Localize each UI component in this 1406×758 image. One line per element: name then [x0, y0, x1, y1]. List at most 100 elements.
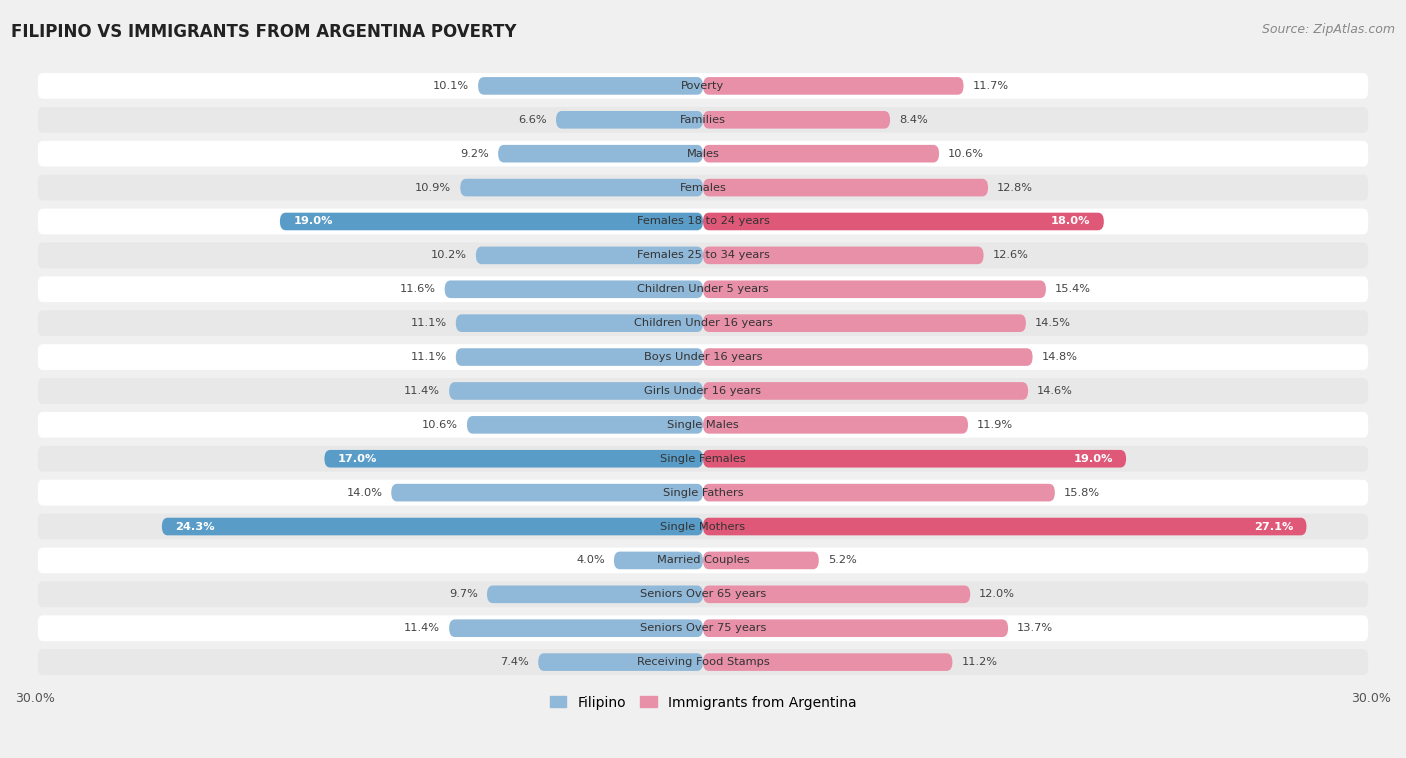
FancyBboxPatch shape — [38, 174, 1368, 200]
FancyBboxPatch shape — [38, 73, 1368, 99]
FancyBboxPatch shape — [460, 179, 703, 196]
Text: Boys Under 16 years: Boys Under 16 years — [644, 352, 762, 362]
Text: Children Under 16 years: Children Under 16 years — [634, 318, 772, 328]
FancyBboxPatch shape — [38, 412, 1368, 437]
Text: 11.1%: 11.1% — [411, 318, 447, 328]
Text: Single Females: Single Females — [661, 454, 745, 464]
Text: 9.7%: 9.7% — [449, 589, 478, 600]
Text: Married Couples: Married Couples — [657, 556, 749, 565]
Text: 10.6%: 10.6% — [948, 149, 984, 158]
FancyBboxPatch shape — [703, 315, 1026, 332]
Text: Seniors Over 65 years: Seniors Over 65 years — [640, 589, 766, 600]
FancyBboxPatch shape — [703, 213, 1104, 230]
FancyBboxPatch shape — [38, 107, 1368, 133]
FancyBboxPatch shape — [444, 280, 703, 298]
FancyBboxPatch shape — [38, 547, 1368, 573]
FancyBboxPatch shape — [703, 619, 1008, 637]
Text: 12.0%: 12.0% — [979, 589, 1015, 600]
Text: 12.6%: 12.6% — [993, 250, 1028, 260]
Text: FILIPINO VS IMMIGRANTS FROM ARGENTINA POVERTY: FILIPINO VS IMMIGRANTS FROM ARGENTINA PO… — [11, 23, 517, 41]
Text: Single Mothers: Single Mothers — [661, 522, 745, 531]
Text: 4.0%: 4.0% — [576, 556, 605, 565]
Text: 14.8%: 14.8% — [1042, 352, 1077, 362]
FancyBboxPatch shape — [475, 246, 703, 265]
Text: Poverty: Poverty — [682, 81, 724, 91]
FancyBboxPatch shape — [703, 552, 818, 569]
Text: 10.6%: 10.6% — [422, 420, 458, 430]
Text: 19.0%: 19.0% — [1073, 454, 1112, 464]
Text: Receiving Food Stamps: Receiving Food Stamps — [637, 657, 769, 667]
FancyBboxPatch shape — [38, 310, 1368, 336]
FancyBboxPatch shape — [38, 446, 1368, 471]
Text: Females 25 to 34 years: Females 25 to 34 years — [637, 250, 769, 260]
FancyBboxPatch shape — [456, 315, 703, 332]
FancyBboxPatch shape — [280, 213, 703, 230]
FancyBboxPatch shape — [703, 416, 967, 434]
FancyBboxPatch shape — [703, 145, 939, 162]
FancyBboxPatch shape — [703, 450, 1126, 468]
Text: 11.4%: 11.4% — [405, 386, 440, 396]
FancyBboxPatch shape — [38, 141, 1368, 167]
FancyBboxPatch shape — [467, 416, 703, 434]
Text: Seniors Over 75 years: Seniors Over 75 years — [640, 623, 766, 633]
Text: 13.7%: 13.7% — [1017, 623, 1053, 633]
FancyBboxPatch shape — [38, 344, 1368, 370]
Text: Source: ZipAtlas.com: Source: ZipAtlas.com — [1261, 23, 1395, 36]
FancyBboxPatch shape — [703, 484, 1054, 502]
Text: Females 18 to 24 years: Females 18 to 24 years — [637, 217, 769, 227]
Text: 15.4%: 15.4% — [1054, 284, 1091, 294]
Text: Children Under 5 years: Children Under 5 years — [637, 284, 769, 294]
FancyBboxPatch shape — [162, 518, 703, 535]
FancyBboxPatch shape — [38, 208, 1368, 234]
Text: 10.1%: 10.1% — [433, 81, 470, 91]
Text: 7.4%: 7.4% — [501, 657, 529, 667]
Text: 11.6%: 11.6% — [399, 284, 436, 294]
Text: 18.0%: 18.0% — [1050, 217, 1091, 227]
Text: 6.6%: 6.6% — [519, 114, 547, 125]
FancyBboxPatch shape — [449, 382, 703, 399]
FancyBboxPatch shape — [703, 382, 1028, 399]
FancyBboxPatch shape — [703, 111, 890, 129]
Text: 14.5%: 14.5% — [1035, 318, 1071, 328]
FancyBboxPatch shape — [555, 111, 703, 129]
FancyBboxPatch shape — [538, 653, 703, 671]
FancyBboxPatch shape — [38, 514, 1368, 540]
Text: 14.6%: 14.6% — [1038, 386, 1073, 396]
Text: 10.2%: 10.2% — [432, 250, 467, 260]
Text: 5.2%: 5.2% — [828, 556, 856, 565]
FancyBboxPatch shape — [449, 619, 703, 637]
Text: 11.7%: 11.7% — [973, 81, 1008, 91]
FancyBboxPatch shape — [325, 450, 703, 468]
FancyBboxPatch shape — [38, 649, 1368, 675]
Legend: Filipino, Immigrants from Argentina: Filipino, Immigrants from Argentina — [544, 690, 862, 715]
FancyBboxPatch shape — [703, 653, 952, 671]
FancyBboxPatch shape — [38, 615, 1368, 641]
Text: 27.1%: 27.1% — [1254, 522, 1294, 531]
FancyBboxPatch shape — [703, 585, 970, 603]
Text: 9.2%: 9.2% — [461, 149, 489, 158]
Text: 15.8%: 15.8% — [1064, 487, 1099, 498]
Text: 11.1%: 11.1% — [411, 352, 447, 362]
Text: Single Males: Single Males — [666, 420, 740, 430]
Text: Families: Families — [681, 114, 725, 125]
FancyBboxPatch shape — [478, 77, 703, 95]
FancyBboxPatch shape — [703, 179, 988, 196]
Text: Single Fathers: Single Fathers — [662, 487, 744, 498]
Text: 11.9%: 11.9% — [977, 420, 1014, 430]
FancyBboxPatch shape — [703, 280, 1046, 298]
Text: 24.3%: 24.3% — [176, 522, 215, 531]
Text: 10.9%: 10.9% — [415, 183, 451, 193]
Text: 17.0%: 17.0% — [337, 454, 377, 464]
FancyBboxPatch shape — [391, 484, 703, 502]
FancyBboxPatch shape — [486, 585, 703, 603]
Text: 14.0%: 14.0% — [346, 487, 382, 498]
Text: 11.2%: 11.2% — [962, 657, 997, 667]
FancyBboxPatch shape — [703, 77, 963, 95]
FancyBboxPatch shape — [614, 552, 703, 569]
FancyBboxPatch shape — [498, 145, 703, 162]
FancyBboxPatch shape — [703, 518, 1306, 535]
Text: Females: Females — [679, 183, 727, 193]
FancyBboxPatch shape — [38, 480, 1368, 506]
FancyBboxPatch shape — [456, 348, 703, 366]
FancyBboxPatch shape — [38, 243, 1368, 268]
